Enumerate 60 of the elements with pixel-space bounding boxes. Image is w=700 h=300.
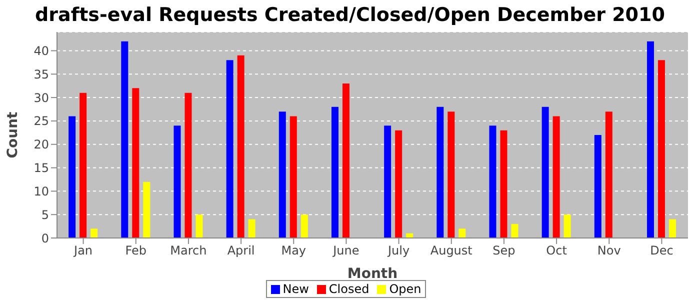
x-tick-label: Feb <box>125 244 146 258</box>
x-tick-label: Oct <box>546 244 568 258</box>
bar <box>143 182 150 238</box>
x-tick-label: Sep <box>492 244 516 258</box>
bar <box>121 41 128 238</box>
x-tick-label: June <box>332 244 360 258</box>
bar <box>500 130 508 238</box>
bar <box>90 228 98 238</box>
bar <box>184 92 192 238</box>
y-tick-label: 20 <box>34 138 49 152</box>
y-tick-label: 35 <box>34 67 49 82</box>
bar <box>300 214 308 238</box>
y-tick-label: 30 <box>34 90 49 105</box>
x-tick-label: Nov <box>597 244 621 258</box>
y-tick-label: 0 <box>41 231 49 246</box>
bar <box>448 112 455 238</box>
x-axis-title: Month <box>347 266 398 282</box>
bar <box>511 224 518 238</box>
bar <box>278 112 286 238</box>
x-tick-label: August <box>430 244 473 258</box>
bar <box>226 60 234 238</box>
bar <box>290 116 297 238</box>
x-tick-label: Jan <box>73 244 93 258</box>
bar <box>395 130 402 238</box>
bar <box>248 219 256 238</box>
bar <box>342 84 350 238</box>
bar <box>237 55 244 238</box>
bar <box>552 116 560 238</box>
x-tick-label: March <box>170 244 207 258</box>
bar <box>80 92 87 238</box>
bar <box>436 106 444 238</box>
bar <box>196 214 203 238</box>
y-tick-label: 25 <box>34 114 49 128</box>
bar <box>658 60 665 238</box>
legend-label: New <box>282 282 309 296</box>
bar <box>564 214 571 238</box>
bar <box>174 126 181 238</box>
bar <box>542 106 549 238</box>
x-tick-label: Dec <box>650 244 674 258</box>
y-tick-label: 10 <box>34 184 49 198</box>
x-tick-label: July <box>386 244 410 258</box>
bar <box>605 112 612 238</box>
bar <box>594 135 602 238</box>
x-tick-label: April <box>227 244 255 258</box>
legend-label: Open <box>389 282 422 296</box>
legend-label: Closed <box>328 282 370 296</box>
y-tick-label: 40 <box>34 44 49 58</box>
bar <box>668 219 676 238</box>
y-tick-label: 15 <box>34 161 49 176</box>
x-tick-label: May <box>281 244 306 258</box>
bar <box>489 126 496 238</box>
bar <box>646 41 654 238</box>
bar <box>331 106 338 238</box>
bar <box>384 126 392 238</box>
y-axis-title: Count <box>4 111 21 158</box>
bar <box>132 88 140 238</box>
y-tick-label: 5 <box>41 208 49 222</box>
bar <box>68 116 76 238</box>
chart-title: drafts-eval Requests Created/Closed/Open December 2010 <box>34 4 666 28</box>
bar <box>458 228 466 238</box>
